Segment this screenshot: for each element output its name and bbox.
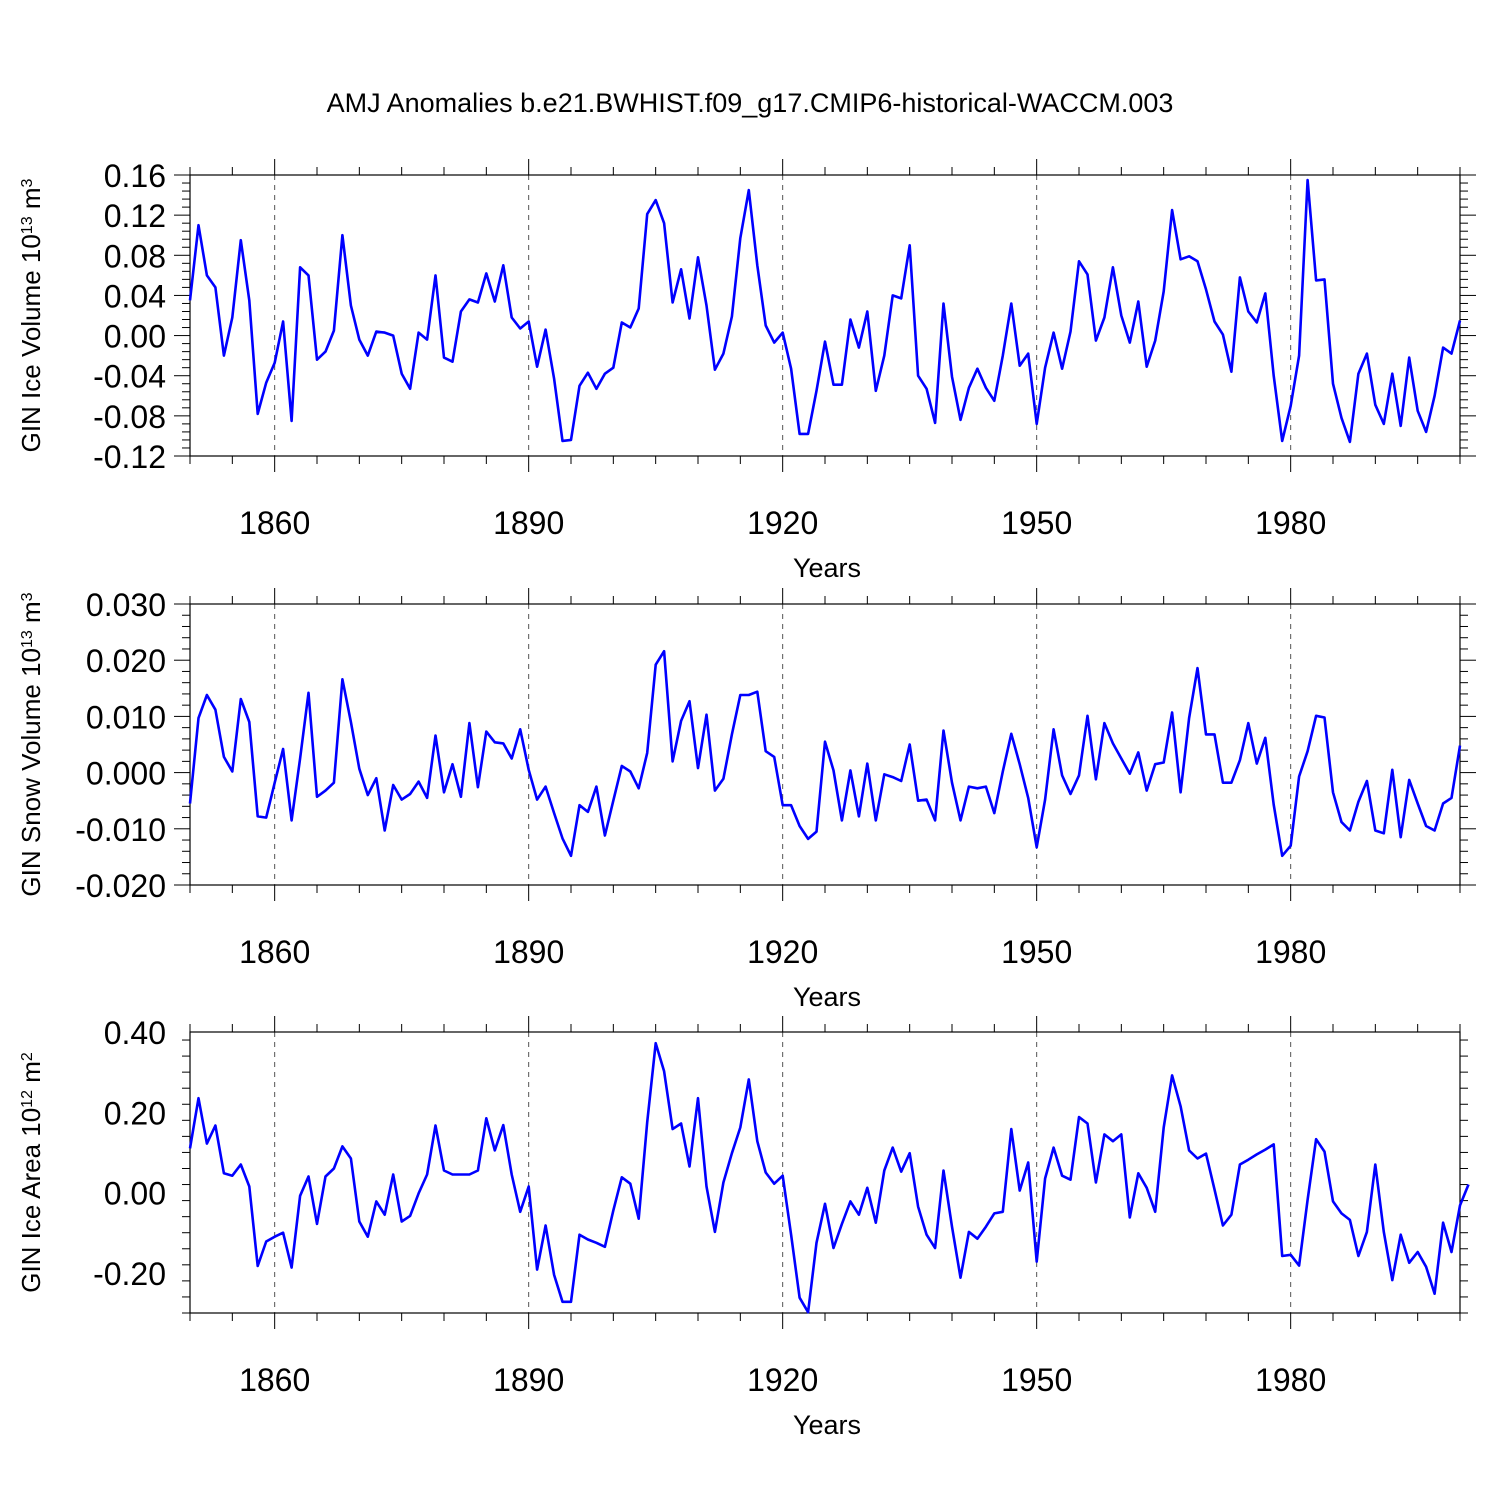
x-tick-label: 1980: [1255, 934, 1326, 970]
x-tick-label: 1920: [747, 934, 818, 970]
y-axis-label-ylabel: GIN Ice Volume 10: [16, 234, 46, 452]
y-axis-label-ylabel-unit-exp: 3: [19, 178, 36, 187]
y-axis-label-ylabel-unit: m: [16, 601, 46, 630]
x-tick-label: 1920: [747, 1362, 818, 1398]
y-axis-label: GIN Snow Volume 1013 m3: [16, 592, 46, 896]
y-tick-label: 0.12: [104, 198, 166, 234]
x-axis-label: Years: [793, 553, 861, 583]
y-axis-label-ylabel-unit: m: [16, 187, 46, 216]
y-tick-label: -0.010: [75, 812, 166, 848]
x-axis-label: Years: [793, 1410, 861, 1440]
y-tick-label: 0.04: [104, 278, 166, 314]
panel-1: 1860 1890 1920 1950 1980 -0.12 -0.08 -0.04 0.00 0…: [16, 158, 1476, 583]
plot-frame: [189, 174, 1461, 457]
y-tick-label: -0.08: [93, 399, 166, 435]
x-tick-label: 1980: [1255, 1362, 1326, 1398]
y-tick-label: -0.20: [93, 1256, 166, 1292]
x-axis-label: Years: [793, 982, 861, 1012]
y-axis-label-ylabel-exp: 13: [19, 216, 36, 234]
y-tick-label: -0.12: [93, 439, 166, 475]
y-axis-label-ylabel-unit: m: [16, 1061, 46, 1090]
x-tick-label: 1890: [493, 934, 564, 970]
panels: 1860 1890 1920 1950 1980-0.12-0.08-0.040.000…: [16, 158, 1476, 1440]
y-tick-label: 0.08: [104, 238, 166, 274]
x-tick-label: 1860: [239, 505, 310, 541]
x-tick-label: 1860: [239, 1362, 310, 1398]
y-axis-label-ylabel: GIN Ice Area 10: [16, 1108, 46, 1293]
y-tick-label: 0.000: [86, 756, 166, 792]
y-tick-label: 0.40: [104, 1015, 166, 1051]
x-tick-label: 1890: [493, 505, 564, 541]
y-tick-label: 0.00: [104, 319, 166, 355]
x-tick-label: 1950: [1001, 934, 1072, 970]
y-tick-label: -0.04: [93, 359, 166, 395]
series-line: [188, 1041, 1470, 1314]
x-tick-label: 1860: [239, 934, 310, 970]
x-tick-label: 1890: [493, 1362, 564, 1398]
y-tick-label: 0.20: [104, 1095, 166, 1131]
x-tick-label: 1980: [1255, 505, 1326, 541]
panel-2: 1860 1890 1920 1950 1980 -0.020 -0.010 0.000 0.0…: [16, 587, 1476, 1012]
y-tick-label: 0.030: [86, 587, 166, 623]
y-tick-label: 0.020: [86, 643, 166, 679]
x-tick-label: 1950: [1001, 1362, 1072, 1398]
panel-3: 1860 1890 1920 1950 1980 -0.20 0.00 0.20 0.40 Yea…: [16, 1015, 1470, 1440]
x-tick-label: 1920: [747, 505, 818, 541]
y-axis-label-ylabel-unit-exp: 2: [19, 1052, 36, 1061]
chart-title: AMJ Anomalies b.e21.BWHIST.f09_g17.CMIP6…: [327, 88, 1174, 118]
series-line: [188, 178, 1462, 444]
y-axis-label-ylabel-exp: 12: [19, 1090, 36, 1108]
y-axis-label-ylabel-unit-exp: 3: [19, 592, 36, 601]
y-tick-label: 0.010: [86, 699, 166, 735]
series-line: [188, 649, 1462, 858]
y-tick-label: 0.00: [104, 1176, 166, 1212]
y-tick-label: -0.020: [75, 868, 166, 904]
y-axis-label-ylabel-exp: 13: [19, 630, 36, 648]
y-tick-label: 0.16: [104, 158, 166, 194]
plot-frame: [189, 1031, 1461, 1314]
x-tick-label: 1950: [1001, 505, 1072, 541]
y-axis-label-ylabel: GIN Snow Volume 10: [16, 648, 46, 897]
y-axis-label: GIN Ice Area 1012 m2: [16, 1052, 46, 1293]
y-axis-label: GIN Ice Volume 1013 m3: [16, 178, 46, 452]
